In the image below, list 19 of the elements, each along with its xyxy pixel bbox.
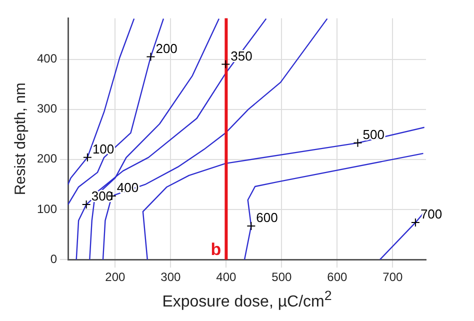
x-tick-label: 600	[327, 270, 348, 284]
annotation: 700	[420, 206, 442, 222]
x-tick-label: 700	[382, 270, 404, 284]
x-tick-label: 200	[105, 270, 126, 284]
annotation: 200	[156, 40, 178, 56]
x-tick-label: 500	[272, 270, 292, 284]
x-axis-title: Exposure dose, µC/cm$^{2}$	[161, 288, 333, 312]
y-tick-label: 100	[36, 202, 58, 216]
y-tick-label: 0	[50, 252, 58, 266]
annotation: 500	[362, 126, 384, 142]
annotation: 100	[92, 142, 114, 157]
y-tick-label: 200	[36, 152, 58, 166]
ref-line-label: b	[210, 240, 222, 259]
x-tick-label: 300	[160, 270, 182, 284]
y-axis-title: Resist depth, nm	[12, 82, 30, 196]
x-tick-label: 400	[216, 270, 237, 284]
y-tick-label: 400	[36, 52, 58, 66]
annotation: 600	[256, 210, 278, 226]
y-tick-label: 300	[36, 102, 58, 116]
